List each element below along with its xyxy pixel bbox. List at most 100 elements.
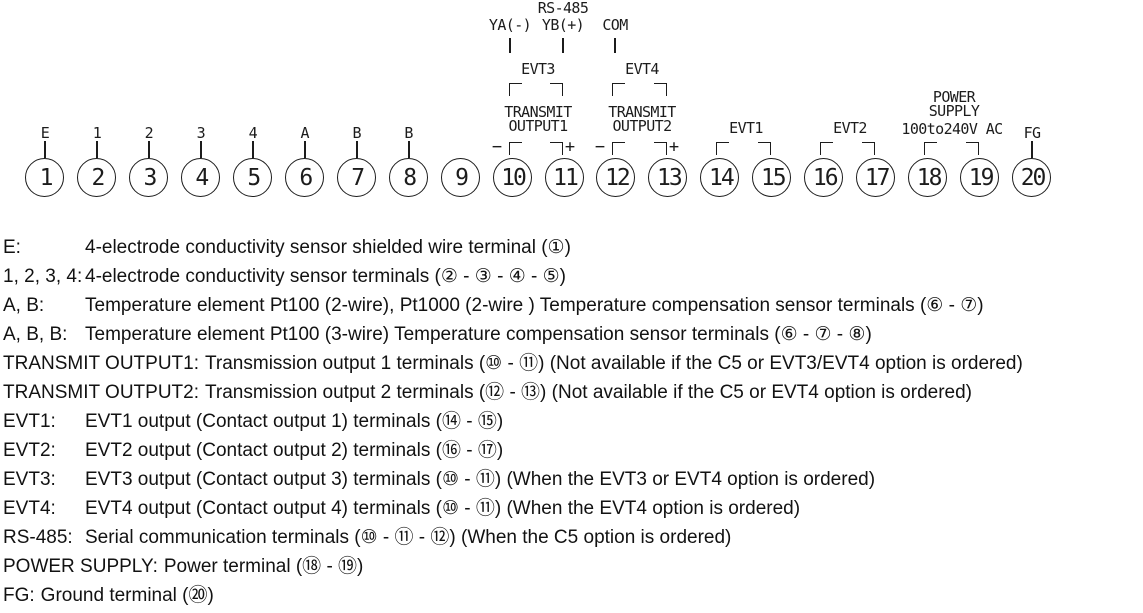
transmit2-bracket-left — [612, 142, 625, 155]
legend-term-description: Transmission output 1 terminals (⑩ - ⑪) … — [205, 353, 1023, 374]
legend-row: FG: Ground terminal (⑳) — [3, 581, 1143, 610]
legend-term-label: E: — [3, 237, 21, 258]
transmit1-bracket-right — [550, 142, 563, 155]
terminal: B 8 — [383, 122, 435, 202]
terminal-label: 4 — [248, 124, 258, 142]
terminal-label: B — [404, 124, 413, 142]
legend-term-description: 4-electrode conductivity sensor terminal… — [85, 266, 566, 287]
terminal-label: B — [352, 124, 361, 142]
terminal-number: 4 — [195, 164, 209, 191]
terminal-number: 17 — [864, 164, 891, 191]
terminal-number: 1 — [39, 164, 54, 191]
legend-term-label: TRANSMIT OUTPUT2: — [3, 382, 199, 403]
evt1-bracket-left — [716, 142, 729, 155]
legend-term-label: EVT4: — [3, 498, 56, 519]
evt3-bracket-left — [509, 83, 522, 96]
rs485-pin-yb-tick — [562, 38, 564, 53]
legend-row: EVT3: EVT3 output (Contact output 3) term… — [3, 465, 1143, 494]
terminal-label: 1 — [92, 124, 102, 142]
legend-term-description: EVT2 output (Contact output 2) terminals… — [85, 440, 504, 461]
rs485-pin-com-label: COM — [602, 16, 628, 34]
terminal-circle: 20 — [1012, 158, 1052, 197]
terminal: 9 — [435, 122, 487, 202]
terminal: 14 — [694, 122, 746, 202]
legend-term-label: EVT3: — [3, 469, 56, 490]
terminal-circle: 11 — [544, 158, 584, 197]
terminal: 11 — [539, 122, 591, 202]
terminal-label-tick — [303, 141, 306, 158]
power-bracket-right — [966, 142, 979, 155]
terminal-number: 11 — [553, 164, 579, 191]
terminal: A 6 — [279, 122, 331, 202]
terminal: 2 3 — [123, 122, 175, 202]
terminal-circle: 19 — [960, 158, 1000, 197]
legend-term-description: Power terminal (⑱ - ⑲) — [163, 556, 364, 577]
terminal: 1 2 — [71, 122, 123, 202]
legend-term-description: EVT4 output (Contact output 4) terminals… — [85, 498, 801, 519]
legend-term-label: TRANSMIT OUTPUT1: — [3, 353, 199, 374]
terminal-number: 12 — [605, 164, 631, 191]
terminal-label: FG — [1023, 124, 1041, 142]
terminal-label-tick — [407, 141, 410, 158]
terminal-number: 3 — [143, 164, 157, 191]
terminal: 4 5 — [227, 122, 279, 202]
terminal-number: 9 — [455, 164, 469, 191]
rs485-pin-ya-label: YA(-) — [488, 16, 532, 34]
transmit1-minus-sign: − — [491, 137, 503, 157]
terminal-circle: 15 — [752, 158, 792, 197]
terminal-number: 20 — [1020, 164, 1047, 191]
terminal-label: A — [300, 124, 310, 142]
terminal-number: 13 — [657, 164, 683, 191]
evt3-bracket-right — [550, 83, 563, 96]
terminal: 16 — [798, 122, 850, 202]
terminal-label: 3 — [196, 124, 206, 142]
terminal-number: 18 — [916, 164, 943, 191]
terminal-circle: 13 — [648, 158, 688, 197]
terminal-label-tick — [147, 141, 150, 158]
terminal-circle: 3 — [128, 158, 168, 197]
legend-term-description: Serial communication terminals (⑩ - ⑪ - … — [85, 527, 732, 548]
terminal-label-tick — [95, 141, 98, 158]
terminal-number: 5 — [247, 164, 261, 191]
rs485-pin-com-tick — [614, 38, 616, 53]
terminal: 17 — [850, 122, 902, 202]
legend-row: POWER SUPPLY: Power terminal (⑱ - ⑲) — [3, 552, 1143, 581]
terminal: 13 — [642, 122, 694, 202]
terminal-circle: 4 — [180, 158, 220, 197]
terminal-circle: 17 — [856, 158, 896, 197]
terminal-label: E — [40, 124, 50, 142]
terminal-number: 8 — [403, 164, 417, 191]
terminal-circle: 1 — [25, 158, 64, 197]
power-bracket-left — [924, 142, 937, 155]
legend-term-description: 4-electrode conductivity sensor shielded… — [85, 237, 571, 258]
evt3-group-label: EVT3 — [521, 60, 555, 78]
terminal-circle: 7 — [336, 158, 376, 197]
transmit-output2-label-line2: OUTPUT2 — [612, 117, 672, 135]
terminal: 12 — [590, 122, 642, 202]
legend-row: RS-485: Serial communication terminals (⑩… — [3, 523, 1143, 552]
terminal-label-tick — [355, 141, 358, 158]
legend-row: E: 4-electrode conductivity sensor shield… — [3, 233, 1143, 262]
evt4-bracket-right — [654, 83, 667, 96]
legend-term-label: POWER SUPPLY: — [3, 556, 158, 577]
legend-row: TRANSMIT OUTPUT1: Transmission output 1 t… — [3, 349, 1143, 378]
terminal: 3 4 — [175, 122, 227, 202]
rs485-pin-ya-tick — [509, 38, 511, 53]
legend-row: EVT4: EVT4 output (Contact output 4) term… — [3, 494, 1143, 523]
legend-term-label: EVT1: — [3, 411, 56, 432]
terminal-label-tick — [199, 141, 202, 158]
legend-row: A, B, B: Temperature element Pt100 (3-wir… — [3, 320, 1143, 349]
terminal: 18 — [902, 122, 954, 202]
legend-term-label: A, B, B: — [3, 324, 68, 345]
transmit2-minus-sign: − — [594, 137, 606, 157]
legend-term-label: 1, 2, 3, 4: — [3, 266, 83, 287]
transmit-output1-label-line1: TRANSMIT — [504, 103, 572, 121]
legend-term-label: A, B: — [3, 295, 45, 316]
transmit1-bracket-left — [509, 142, 522, 155]
legend-term-description: EVT3 output (Contact output 3) terminals… — [85, 469, 876, 490]
evt1-bracket-right — [758, 142, 771, 155]
power-supply-label-line2: SUPPLY — [928, 102, 980, 120]
legend-row: EVT1: EVT1 output (Contact output 1) term… — [3, 407, 1143, 436]
evt2-bracket-right — [862, 142, 875, 155]
